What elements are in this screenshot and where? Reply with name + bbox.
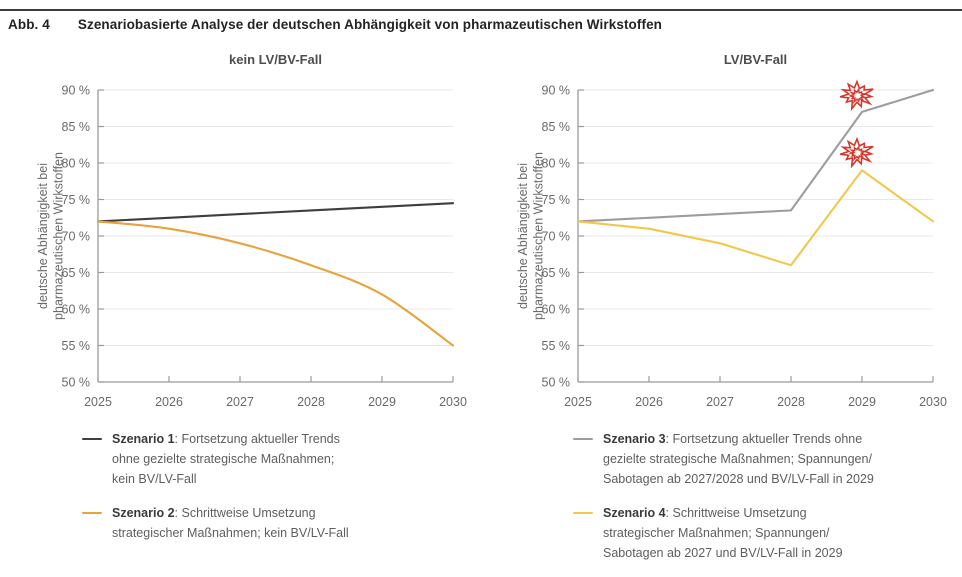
series-line-szenario-1 xyxy=(96,202,455,223)
y-tick-label: 85 % xyxy=(62,120,91,134)
x-tick-label: 2029 xyxy=(368,395,396,409)
x-tick-label: 2026 xyxy=(155,395,183,409)
y-tick-label: 75 % xyxy=(542,193,571,207)
x-tick-label: 2027 xyxy=(706,395,734,409)
y-tick-label: 80 % xyxy=(62,157,91,171)
explosion-burst-icon xyxy=(849,144,867,162)
legend-line-swatch xyxy=(82,438,102,441)
y-axis-label: pharmazeutischen Wirkstoffen xyxy=(52,152,66,320)
y-tick-label: 70 % xyxy=(62,230,91,244)
x-tick-label: 2028 xyxy=(297,395,325,409)
y-tick-label: 65 % xyxy=(542,266,571,280)
explosion-burst-icon xyxy=(849,87,867,105)
x-tick-label: 2030 xyxy=(439,395,467,409)
legend-line-swatch xyxy=(573,438,593,441)
figure-title-row: Abb. 4 Szenariobasierte Analyse der deut… xyxy=(8,17,662,32)
y-axis-label: pharmazeutischen Wirkstoffen xyxy=(532,152,546,320)
x-tick-label: 2025 xyxy=(84,395,112,409)
y-tick-label: 80 % xyxy=(542,157,571,171)
chart-svg-left: 90 % 85 % 80 % 75 % 70 % 65 % 60 % 55 % 50 % 2025… xyxy=(36,52,467,409)
chart-lv-bv-fall: 90 % 85 % 80 % 75 % 70 % 65 % 60 % 55 % 50 % 2025… xyxy=(510,48,962,425)
y-axis-label: deutsche Abhängigkeit bei xyxy=(36,163,50,309)
explosion-burst-icon xyxy=(839,79,875,112)
legend-text: Szenario 2: Schrittweise Umsetzung strate… xyxy=(112,506,349,540)
x-tick-label: 2025 xyxy=(564,395,592,409)
chart-svg-right: 90 % 85 % 80 % 75 % 70 % 65 % 60 % 55 % 50 % 2025… xyxy=(516,52,947,409)
y-tick-label: 55 % xyxy=(542,339,571,353)
legend-right: Szenario 3: Fortsetzung aktueller Trends… xyxy=(573,429,874,577)
x-tick-label: 2027 xyxy=(226,395,254,409)
y-tick-label: 85 % xyxy=(542,120,571,134)
legend-line-swatch xyxy=(573,512,593,515)
legend-line-swatch xyxy=(82,512,102,515)
legend-left: Szenario 1: Fortsetzung aktueller Trends… xyxy=(82,429,349,557)
legend-item-szenario-1: Szenario 1: Fortsetzung aktueller Trends… xyxy=(82,429,349,489)
legend-text: Szenario 3: Fortsetzung aktueller Trends… xyxy=(603,432,874,486)
figure-title: Szenariobasierte Analyse der deutschen A… xyxy=(77,17,663,32)
legend-item-szenario-2: Szenario 2: Schrittweise Umsetzung strate… xyxy=(82,503,349,543)
legend-text: Szenario 4: Schrittweise Umsetzung strate… xyxy=(603,506,843,560)
y-tick-label: 70 % xyxy=(542,230,571,244)
y-tick-label: 55 % xyxy=(62,339,91,353)
explosion-burst-icon xyxy=(839,136,875,169)
y-tick-label: 50 % xyxy=(62,376,91,390)
x-tick-label: 2029 xyxy=(848,395,876,409)
y-tick-label: 60 % xyxy=(62,303,91,317)
chart-kein-lv-bv-fall: 90 % 85 % 80 % 75 % 70 % 65 % 60 % 55 % 50 % 2025… xyxy=(30,48,482,425)
y-tick-label: 90 % xyxy=(62,84,91,98)
chart-title: LV/BV-Fall xyxy=(724,52,787,67)
x-tick-label: 2030 xyxy=(919,395,947,409)
y-tick-label: 65 % xyxy=(62,266,91,280)
legend-text: Szenario 1: Fortsetzung aktueller Trends… xyxy=(112,432,340,486)
figure-top-rule xyxy=(0,9,962,11)
series-line-szenario-3 xyxy=(576,88,935,223)
y-axis-label: deutsche Abhängigkeit bei xyxy=(516,163,530,309)
y-tick-label: 60 % xyxy=(542,303,571,317)
chart-title: kein LV/BV-Fall xyxy=(229,52,322,67)
series-line-szenario-4 xyxy=(576,168,935,267)
series-line-szenario-2 xyxy=(96,220,455,347)
legend-item-szenario-4: Szenario 4: Schrittweise Umsetzung strate… xyxy=(573,503,874,563)
y-tick-label: 75 % xyxy=(62,193,91,207)
y-tick-label: 50 % xyxy=(542,376,571,390)
legend-item-szenario-3: Szenario 3: Fortsetzung aktueller Trends… xyxy=(573,429,874,489)
figure-label: Abb. 4 xyxy=(8,17,50,32)
x-tick-label: 2028 xyxy=(777,395,805,409)
y-tick-label: 90 % xyxy=(542,84,571,98)
x-tick-label: 2026 xyxy=(635,395,663,409)
